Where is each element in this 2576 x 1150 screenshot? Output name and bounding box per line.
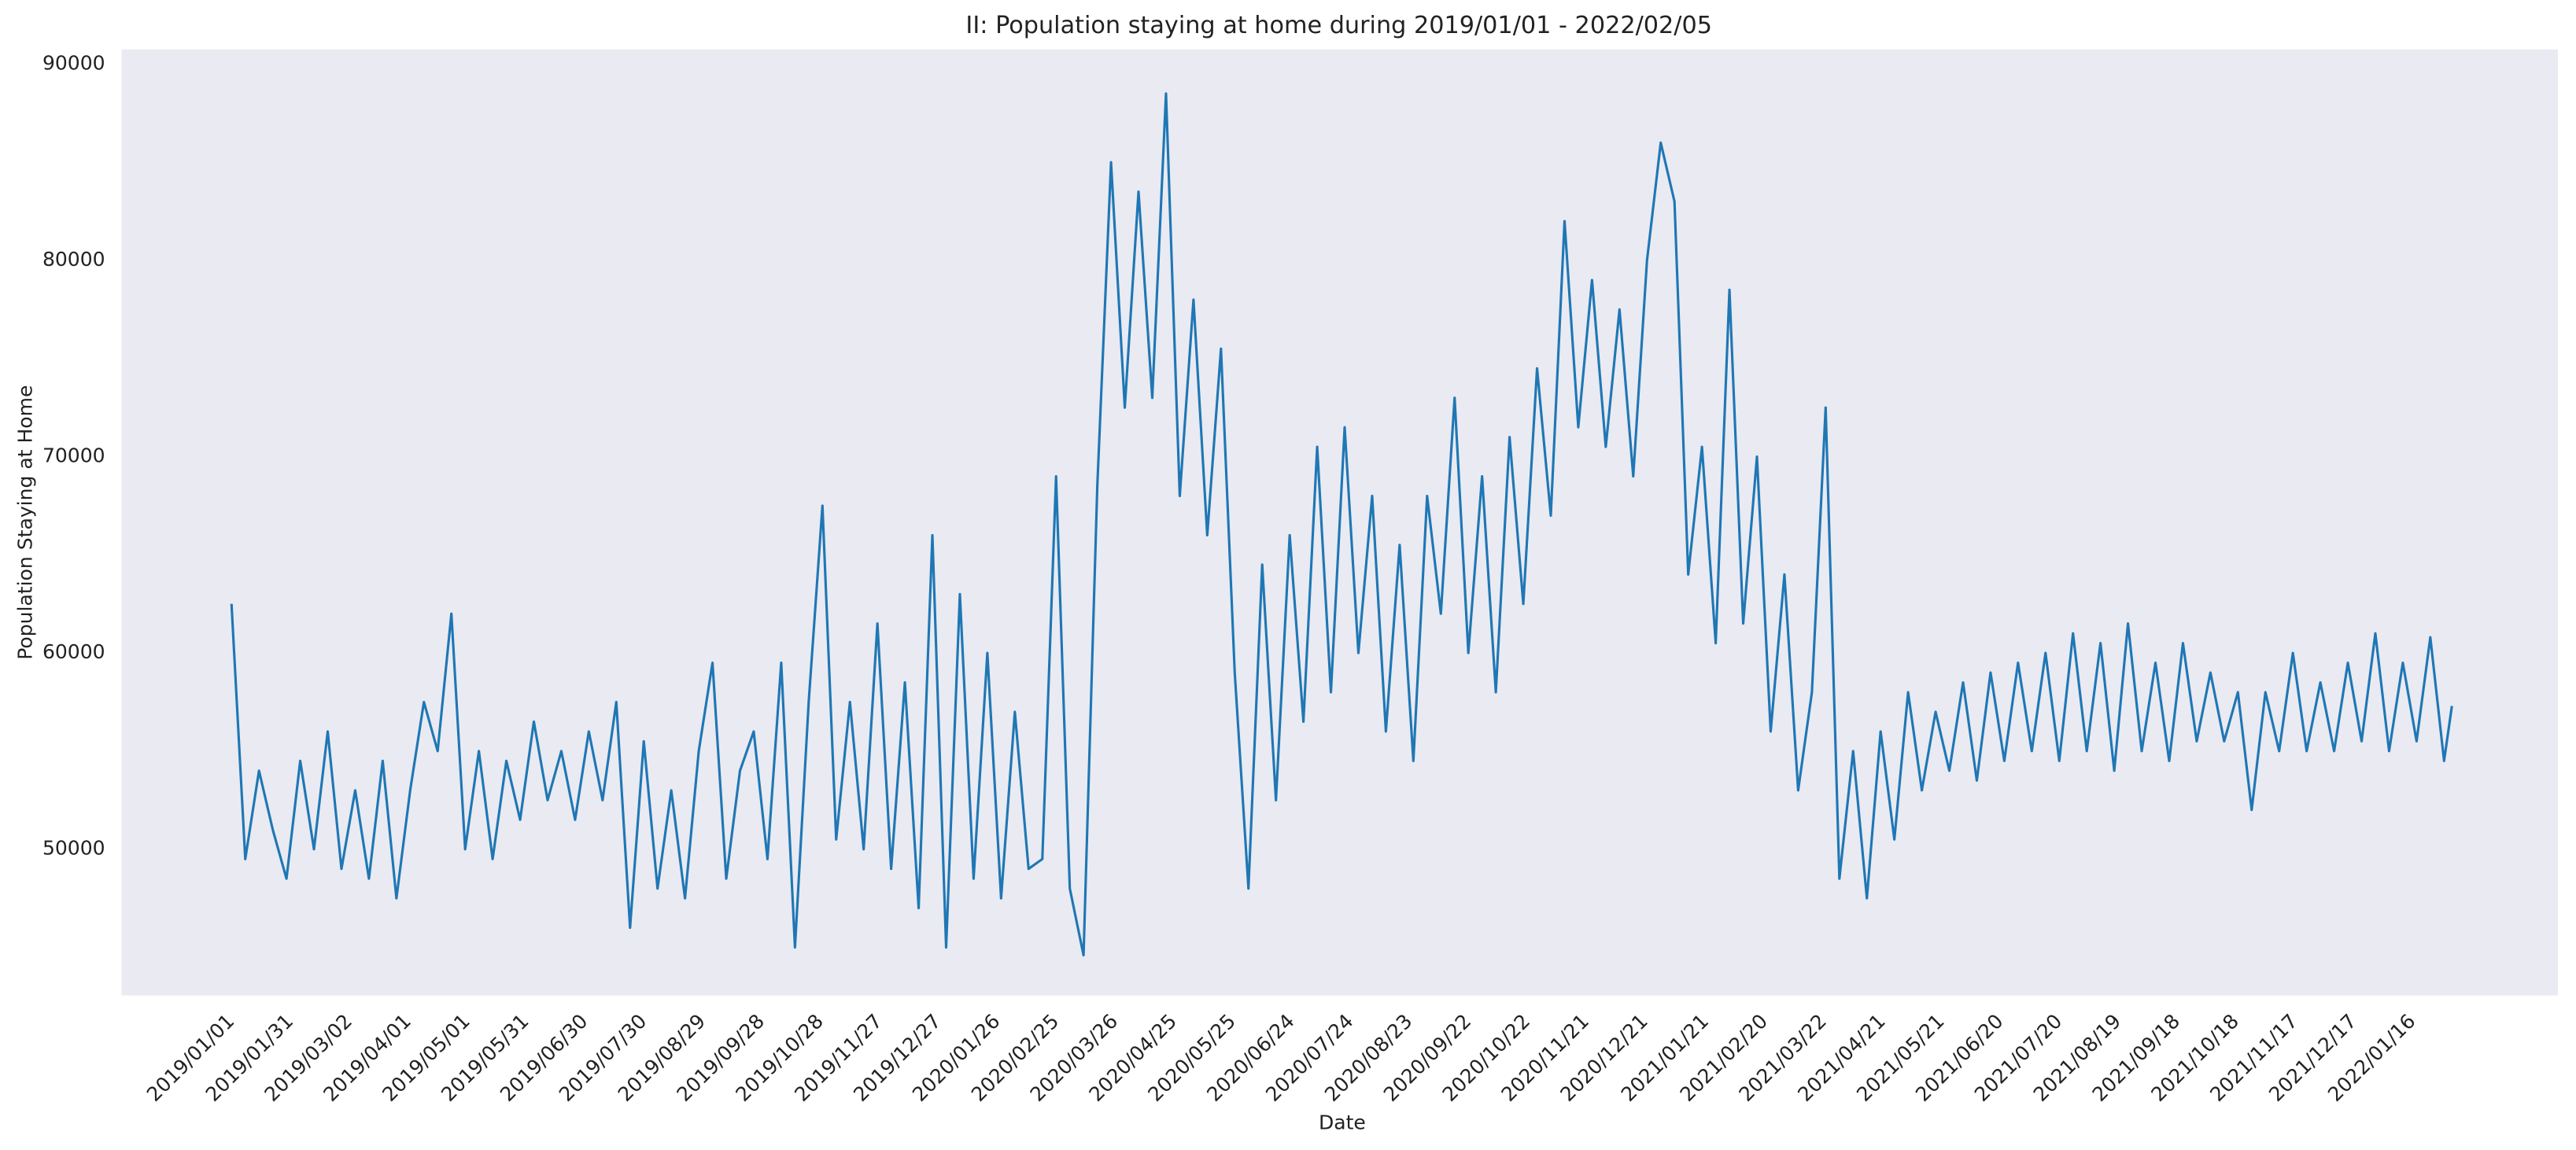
y-tick-label: 90000: [42, 52, 105, 75]
data-line: [230, 92, 2453, 956]
x-axis-label: Date: [1319, 1111, 1366, 1133]
y-tick-label: 80000: [42, 248, 105, 271]
y-axis-label: Population Staying at Home: [13, 385, 36, 660]
y-tick-label: 70000: [42, 444, 105, 467]
y-tick-label: 50000: [42, 837, 105, 860]
chart-title: II: Population staying at home during 20…: [965, 12, 1712, 39]
y-tick-label: 60000: [42, 640, 105, 663]
